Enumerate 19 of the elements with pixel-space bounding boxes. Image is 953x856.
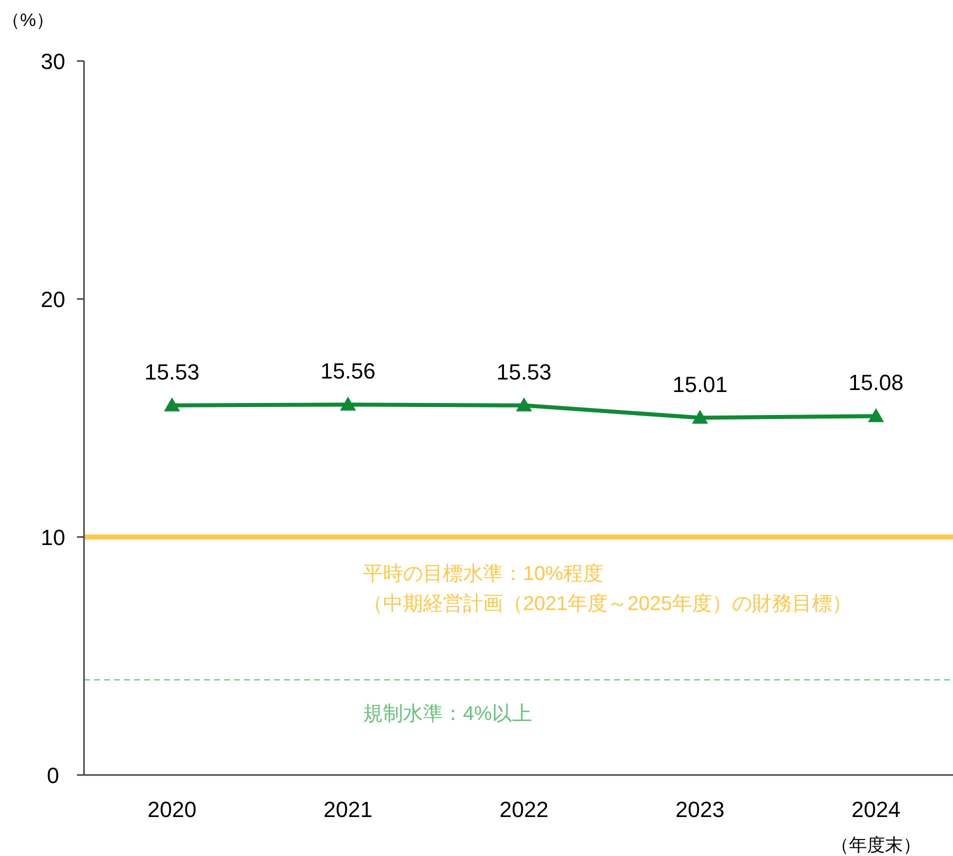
data-label: 15.56 (320, 358, 376, 384)
x-tick-label: 2024 (852, 797, 900, 822)
ref-line-label: 平時の目標水準：10%程度 (363, 563, 604, 585)
y-tick-label: 10 (40, 525, 66, 550)
y-tick-label: 20 (40, 287, 66, 312)
data-label: 15.53 (496, 359, 552, 384)
y-tick-label: 0 (46, 763, 60, 788)
y-axis-title: （%） (2, 10, 54, 30)
x-tick-label: 2022 (500, 797, 548, 822)
annotation: （中期経営計画（2021年度～2025年度）の財務目標） (363, 593, 852, 615)
ref-line-label: 規制水準：4%以上 (363, 702, 532, 725)
data-label: 15.01 (672, 372, 728, 397)
y-tick-label: 30 (40, 49, 66, 74)
x-tick-label: 2020 (148, 797, 196, 822)
x-tick-label: 2021 (324, 797, 372, 822)
data-label: 15.53 (144, 359, 200, 384)
x-tick-label: 2023 (676, 797, 724, 822)
x-axis-title: （年度末） (831, 835, 921, 855)
data-label: 15.08 (848, 370, 904, 396)
